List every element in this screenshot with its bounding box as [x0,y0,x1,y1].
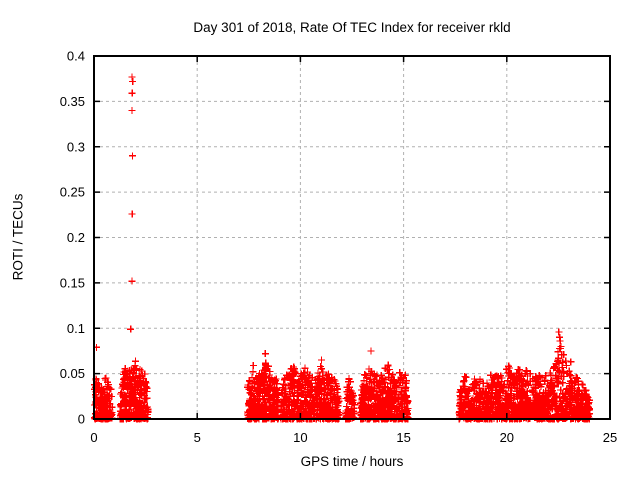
y-tick-label: 0.25 [60,185,85,200]
y-tick-label: 0.4 [67,49,85,64]
x-tick-label: 5 [194,430,201,445]
data-points [91,73,594,423]
grid-lines [94,56,610,419]
y-tick-label: 0.35 [60,94,85,109]
y-tick-label: 0.15 [60,275,85,290]
x-axis-label: GPS time / hours [300,454,404,469]
x-tick-label: 15 [396,430,410,445]
x-tick-label: 0 [90,430,97,445]
y-tick-label: 0 [78,412,85,427]
y-tick-label: 0.2 [67,230,85,245]
x-tick-label: 20 [500,430,514,445]
x-tick-label: 10 [293,430,307,445]
x-tick-label: 25 [603,430,617,445]
chart-title: Day 301 of 2018, Rate Of TEC Index for r… [193,20,511,35]
axis-ticks [93,55,611,420]
y-tick-label: 0.1 [67,321,85,336]
y-tick-label: 0.3 [67,139,85,154]
y-tick-label: 0.05 [60,366,85,381]
tick-labels: 0 0.05 0.1 0.15 0.2 0.25 0.3 0.35 0.4 0 5 10 15 20 25 [60,49,618,446]
